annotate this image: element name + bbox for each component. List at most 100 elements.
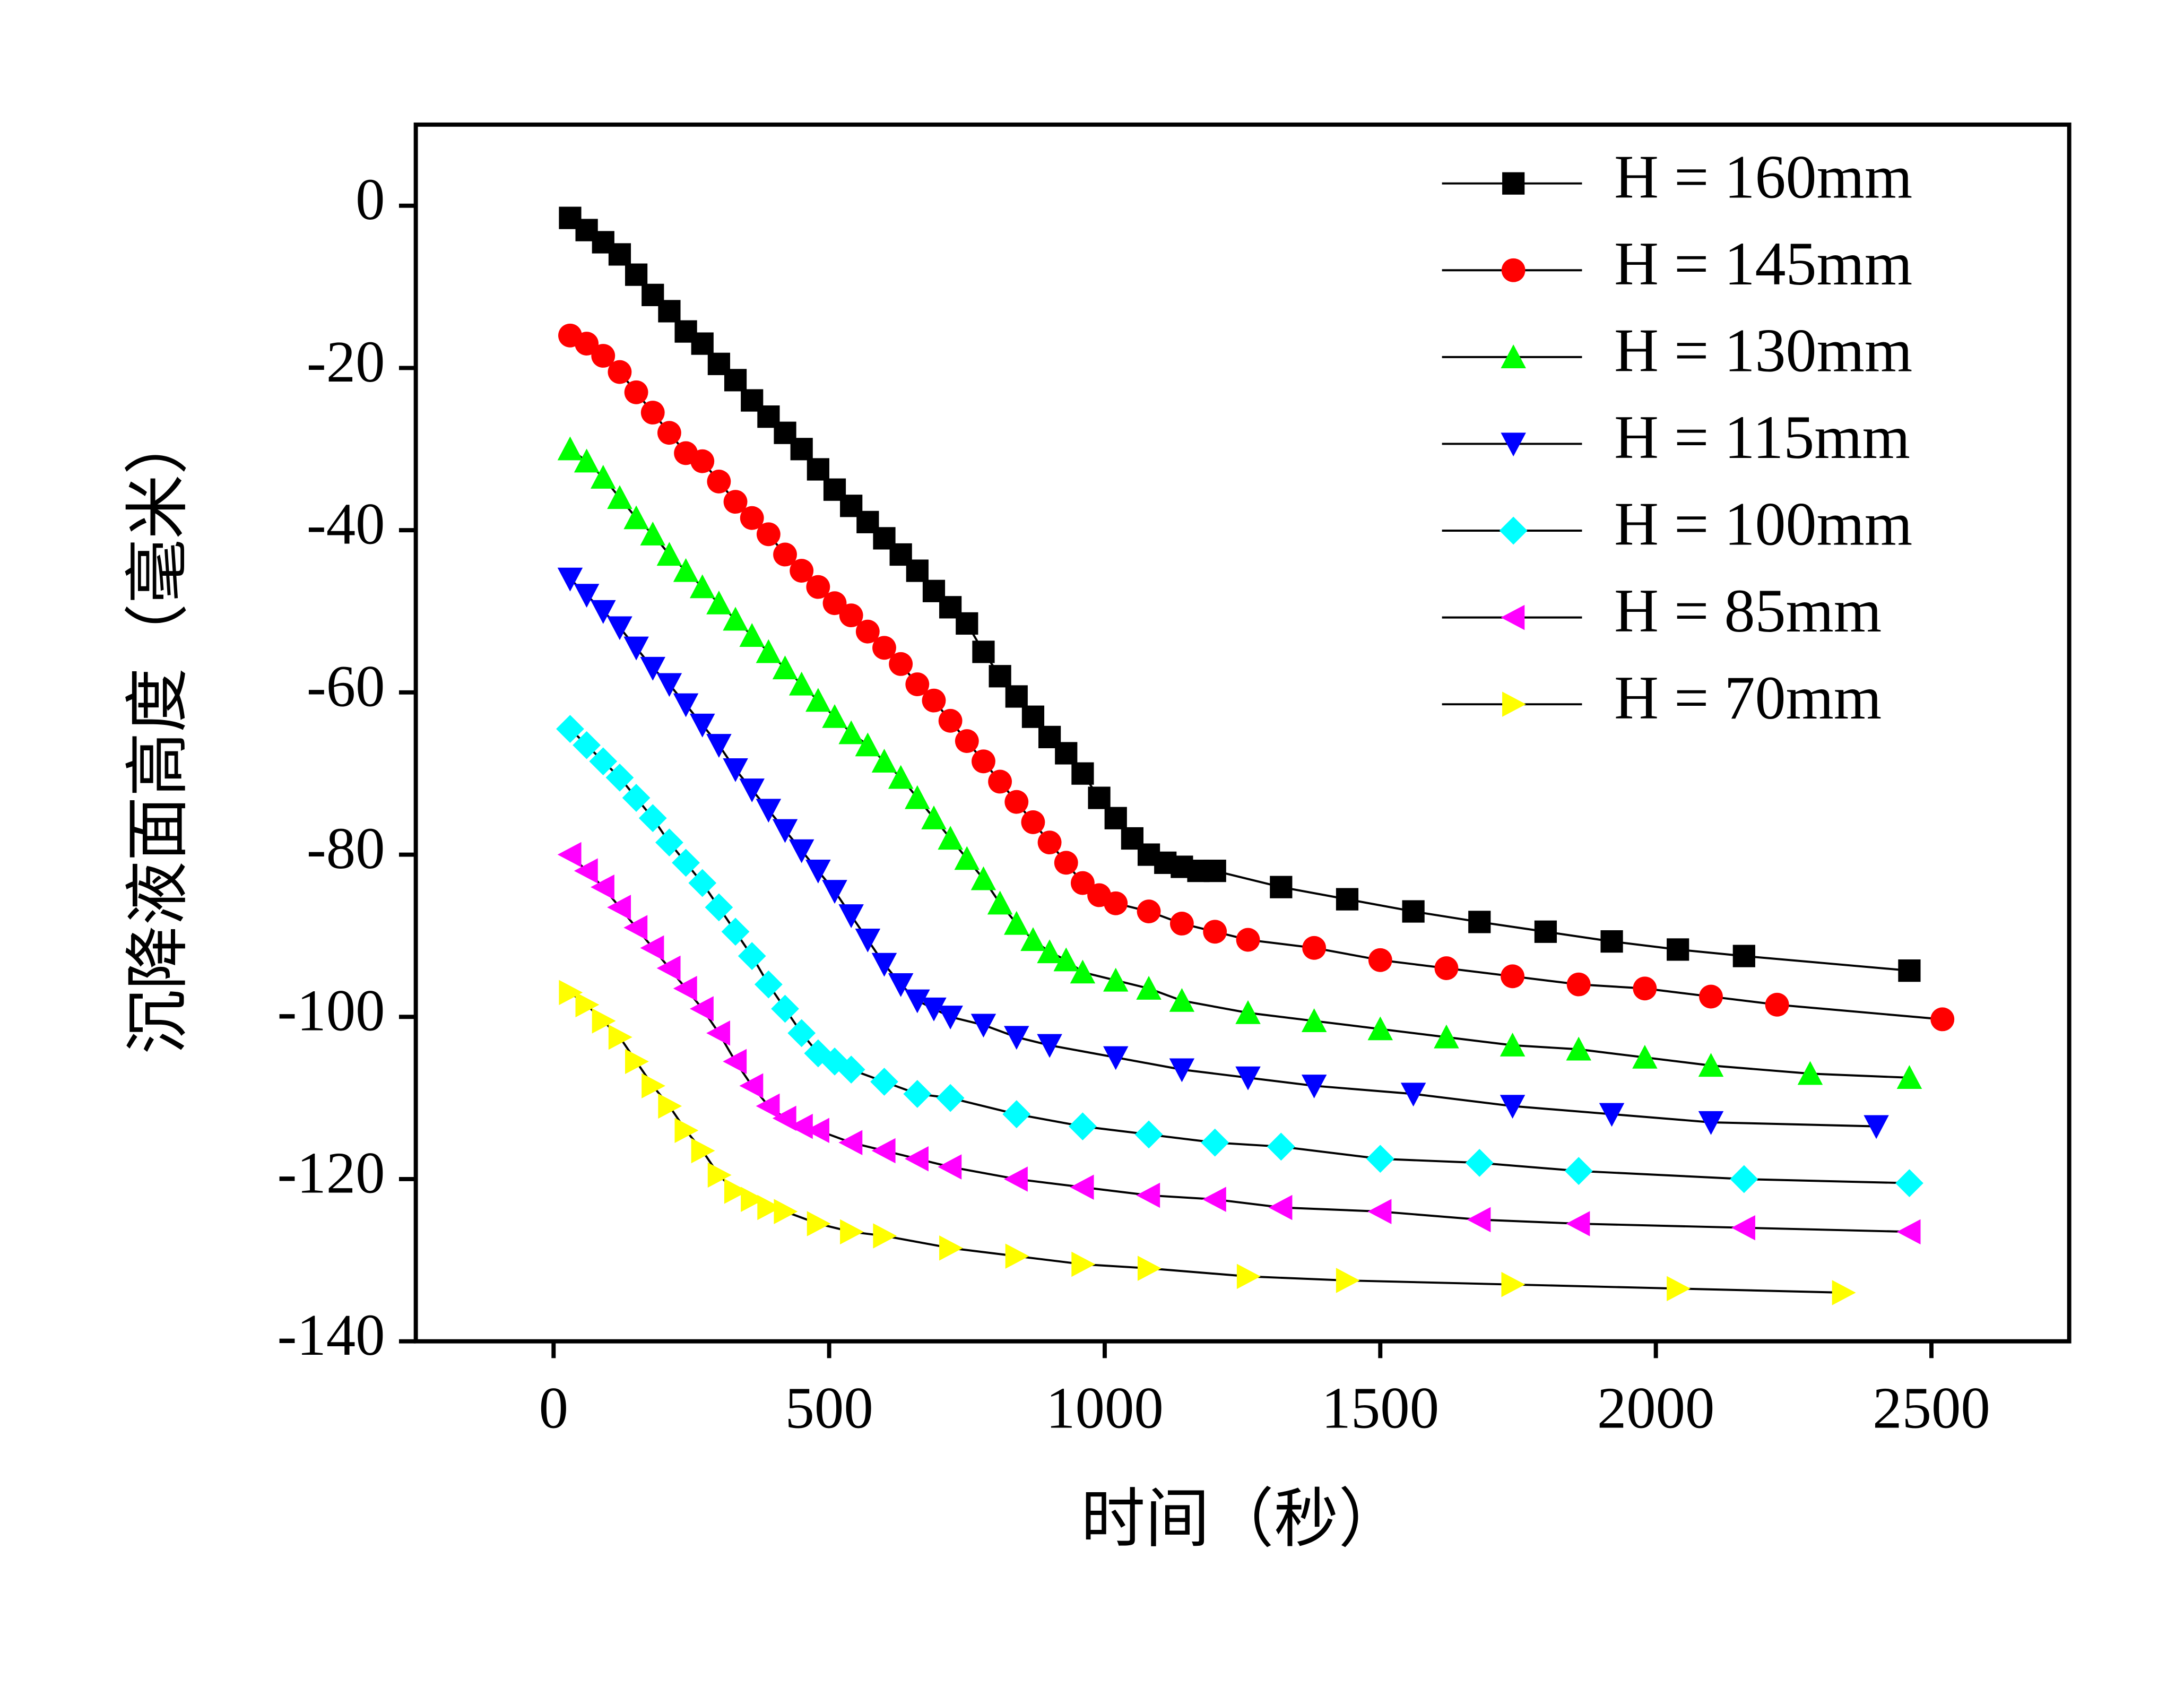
data-point (938, 1154, 962, 1180)
data-point (906, 559, 929, 582)
data-point (807, 1211, 831, 1236)
data-point (1566, 1036, 1591, 1061)
data-point (1136, 976, 1162, 1000)
data-point (1020, 927, 1046, 951)
data-point (1088, 786, 1111, 809)
data-point (1434, 956, 1459, 980)
data-point (591, 465, 616, 489)
legend-marker (1502, 691, 1526, 717)
data-point (871, 749, 897, 773)
data-point (607, 616, 632, 640)
data-point (1134, 1120, 1163, 1149)
legend-marker (1501, 604, 1525, 630)
data-point (1500, 1095, 1526, 1119)
data-point (674, 1118, 699, 1144)
data-point (988, 769, 1012, 794)
data-point (1797, 1061, 1823, 1085)
data-point (723, 490, 748, 514)
data-point (1667, 938, 1689, 961)
x-tick-label: 1000 (1046, 1375, 1164, 1440)
data-point (656, 673, 682, 697)
y-tick-label: -20 (307, 329, 385, 394)
data-point (805, 1118, 829, 1144)
data-point (1368, 948, 1392, 972)
data-point (640, 401, 665, 425)
y-axis-title: 沉降液面高度（毫米） (123, 410, 194, 1054)
data-point (921, 806, 947, 829)
data-point (1600, 930, 1623, 953)
data-point (772, 819, 798, 843)
y-tick-label: -120 (277, 1140, 385, 1205)
x-axis-title: 时间（秒） (1081, 1484, 1403, 1555)
data-point (970, 1014, 996, 1038)
data-point (989, 665, 1011, 688)
data-point (871, 953, 897, 977)
data-point (1021, 810, 1045, 834)
data-point (1467, 1207, 1491, 1233)
data-point (724, 369, 747, 392)
data-point (607, 895, 631, 920)
data-point (972, 749, 995, 774)
data-point (1270, 876, 1293, 898)
data-point (1667, 1276, 1691, 1302)
data-point (673, 976, 697, 1001)
data-point (903, 1080, 932, 1108)
data-point (591, 344, 616, 368)
data-point (1633, 976, 1657, 1001)
legend-marker (1502, 172, 1525, 195)
data-point (938, 708, 963, 733)
data-point (625, 1049, 649, 1075)
data-point (956, 612, 978, 635)
data-point (1104, 807, 1127, 829)
data-point (739, 778, 765, 803)
legend-label: H = 70mm (1614, 664, 1882, 732)
data-point (1434, 1024, 1459, 1049)
data-point (1104, 891, 1128, 915)
data-point (623, 915, 648, 940)
y-tick-label: -80 (307, 816, 385, 881)
data-point (1021, 705, 1045, 728)
data-point (1731, 1215, 1755, 1241)
data-point (1268, 1194, 1293, 1220)
data-point (656, 542, 682, 566)
y-tick-label: -40 (307, 491, 385, 557)
data-point (1366, 1145, 1394, 1173)
data-point (954, 846, 980, 870)
data-point (689, 996, 714, 1022)
data-point (556, 715, 584, 743)
data-point (936, 1084, 965, 1112)
data-point (905, 672, 930, 696)
data-point (938, 1006, 963, 1030)
data-point (1004, 790, 1029, 814)
data-point (1169, 912, 1194, 936)
data-point (840, 1219, 864, 1245)
data-point (855, 928, 881, 953)
data-point (575, 992, 600, 1018)
data-point (1071, 1251, 1096, 1277)
data-point (822, 880, 847, 904)
data-point (756, 522, 781, 547)
data-point (806, 575, 830, 599)
data-point (640, 522, 665, 546)
data-point (870, 1068, 898, 1096)
data-point (1500, 1033, 1526, 1057)
data-point (706, 734, 732, 758)
data-point (1236, 1263, 1261, 1289)
data-point (1501, 964, 1525, 989)
data-point (640, 656, 665, 681)
data-point (1468, 911, 1491, 933)
y-tick-label: -140 (277, 1302, 385, 1367)
data-point (871, 1138, 896, 1164)
data-point (591, 874, 614, 900)
data-point (1070, 959, 1096, 984)
data-point (1004, 1166, 1028, 1192)
data-point (739, 623, 765, 647)
data-point (673, 693, 699, 717)
data-point (790, 559, 814, 583)
data-point (625, 263, 648, 286)
data-point (557, 567, 583, 592)
data-point (1005, 685, 1028, 708)
data-point (1302, 936, 1327, 960)
data-point (638, 804, 667, 833)
data-point (1566, 972, 1591, 997)
